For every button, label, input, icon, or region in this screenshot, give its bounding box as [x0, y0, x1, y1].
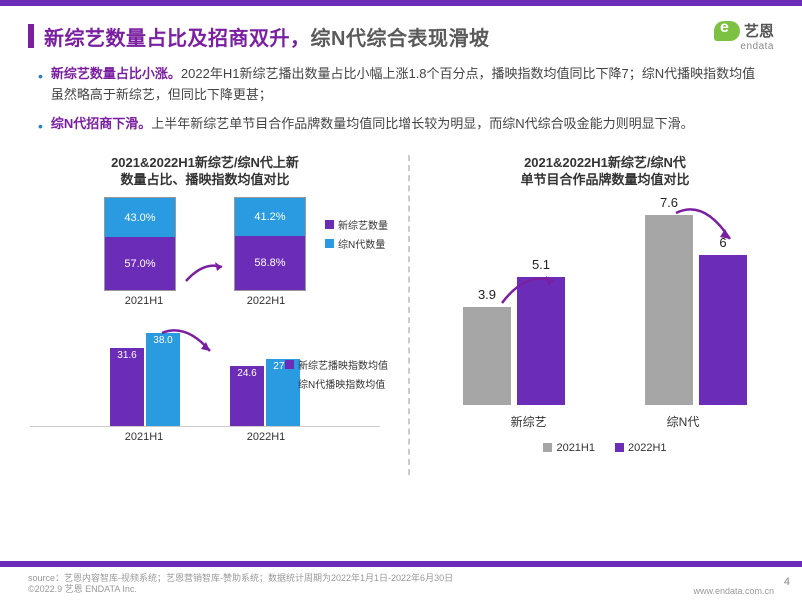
legend-label: 2022H1 [628, 442, 667, 454]
footer-source: source：艺恩内容智库-视频系统；艺恩营销智库-赞助系统；数据统计周期为20… [28, 573, 453, 596]
bar-pair: 3.95.1 [463, 277, 565, 405]
stacked-chart: 43.0%57.0%41.2%58.8% 2021H12022H1 新综艺数量综… [30, 197, 380, 317]
title-gray: 综N代综合表现滑坡 [311, 28, 490, 50]
bar-value: 7.6 [645, 195, 693, 210]
logo: 艺恩 endata [714, 20, 774, 52]
right-bar: 5.1 [517, 277, 565, 405]
bar-value: 6 [699, 235, 747, 250]
legend-label: 综N代数量 [338, 236, 385, 251]
legend-swatch [615, 443, 624, 452]
right-bar: 7.6 [645, 215, 693, 405]
x-label: 2021H1 [108, 431, 180, 443]
legend-label: 综N代播映指数均值 [298, 376, 385, 391]
x-label: 新综艺 [511, 413, 547, 430]
legend-swatch [543, 443, 552, 452]
footer-url: www.endata.com.cn [693, 586, 774, 596]
stacked-bar: 43.0%57.0% [104, 197, 176, 291]
x-label: 2021H1 [108, 295, 180, 307]
bar-value: 24.6 [237, 368, 256, 379]
title-accent [28, 24, 34, 48]
vertical-divider [408, 155, 410, 475]
bullet-body: 上半年新综艺单节目合作品牌数量均值同比增长较为明显，而综N代综合吸金能力则明显下… [151, 116, 693, 131]
stacked-segment: 57.0% [105, 237, 175, 289]
title-purple: 新综艺数量占比及招商双升， [44, 28, 311, 50]
grouped-bar: 24.6 [230, 366, 264, 426]
bullet-highlight: 新综艺数量占比小涨。 [51, 66, 181, 81]
left-column: 2021&2022H1新综艺/综N代上新 数量占比、播映指数均值对比 43.0%… [30, 155, 380, 475]
bar-value: 38.0 [153, 335, 172, 346]
bullet-1: • 新综艺数量占比小涨。2022年H1新综艺播出数量占比小幅上涨1.8个百分点，… [38, 64, 764, 106]
x-label: 2022H1 [230, 295, 302, 307]
right-chart-title: 2021&2022H1新综艺/综N代 单节目合作品牌数量均值对比 [438, 155, 772, 189]
footer: source：艺恩内容智库-视频系统；艺恩营销智库-赞助系统；数据统计周期为20… [0, 561, 802, 602]
x-label: 2022H1 [230, 431, 302, 443]
logo-icon [714, 21, 740, 41]
copyright-text: ©2022.9 艺恩 ENDATA Inc. [28, 584, 453, 596]
grouped-xlabels: 2021H1 2022H1 [30, 431, 380, 443]
legend-item: 新综艺播映指数均值 [285, 357, 388, 372]
bullet-list: • 新综艺数量占比小涨。2022年H1新综艺播出数量占比小幅上涨1.8个百分点，… [0, 60, 802, 155]
source-text: source：艺恩内容智库-视频系统；艺恩营销智库-赞助系统；数据统计周期为20… [28, 573, 453, 585]
legend-label: 2021H1 [556, 442, 595, 454]
bar-value: 3.9 [463, 287, 511, 302]
stacked-bar: 41.2%58.8% [234, 197, 306, 291]
bar-pair: 7.66 [645, 215, 747, 405]
legend-item: 综N代播映指数均值 [285, 376, 388, 391]
legend-swatch [285, 379, 294, 388]
grouped-bar: 38.0 [146, 333, 180, 426]
legend-item: 综N代数量 [325, 236, 388, 251]
stacked-chart-title: 2021&2022H1新综艺/综N代上新 数量占比、播映指数均值对比 [30, 155, 380, 189]
bar-value: 5.1 [517, 257, 565, 272]
bullet-dot: • [38, 65, 43, 106]
logo-cn: 艺恩 [744, 20, 774, 41]
right-chart: 3.95.17.66 新综艺综N代 2021H12022H1 [438, 205, 772, 475]
stacked-legend: 新综艺数量综N代数量 [325, 217, 388, 255]
stacked-xlabels: 2021H1 2022H1 [30, 295, 380, 307]
stacked-segment: 41.2% [235, 198, 305, 236]
bar-value: 31.6 [117, 350, 136, 361]
charts-row: 2021&2022H1新综艺/综N代上新 数量占比、播映指数均值对比 43.0%… [0, 155, 802, 475]
legend-swatch [325, 239, 334, 248]
legend-item: 2021H1 [543, 442, 595, 454]
right-bar: 3.9 [463, 307, 511, 405]
page-title: 新综艺数量占比及招商双升，综N代综合表现滑坡 [44, 22, 489, 51]
right-xlabels: 新综艺 综N代 [438, 413, 772, 430]
legend-swatch [325, 220, 334, 229]
page-number: 4 [784, 576, 790, 588]
right-column: 2021&2022H1新综艺/综N代 单节目合作品牌数量均值对比 3.95.17… [438, 155, 772, 475]
legend-item: 新综艺数量 [325, 217, 388, 232]
legend-label: 新综艺播映指数均值 [298, 357, 388, 372]
logo-en: endata [740, 41, 774, 52]
bullet-2: • 综N代招商下滑。上半年新综艺单节目合作品牌数量均值同比增长较为明显，而综N代… [38, 114, 764, 137]
grouped-chart: 31.638.024.627.1 2021H12022H1 新综艺播映指数均值综… [30, 329, 380, 459]
x-label: 综N代 [667, 413, 700, 430]
header: 新综艺数量占比及招商双升，综N代综合表现滑坡 艺恩 endata [0, 6, 802, 60]
grouped-legend: 新综艺播映指数均值综N代播映指数均值 [285, 357, 388, 395]
legend-swatch [285, 360, 294, 369]
right-legend: 2021H1 2022H1 [438, 442, 772, 458]
stacked-segment: 43.0% [105, 198, 175, 238]
legend-item: 2022H1 [615, 442, 667, 454]
right-bar: 6 [699, 255, 747, 405]
title-wrap: 新综艺数量占比及招商双升，综N代综合表现滑坡 [28, 22, 489, 51]
legend-label: 新综艺数量 [338, 217, 388, 232]
bullet-highlight: 综N代招商下滑。 [51, 116, 151, 131]
bullet-dot: • [38, 115, 43, 137]
right-bars: 3.95.17.66 [438, 205, 772, 405]
logo-top: 艺恩 [714, 20, 774, 41]
grouped-bar: 31.6 [110, 348, 144, 425]
bar-pair: 31.6 38.0 [110, 333, 180, 426]
stacked-segment: 58.8% [235, 236, 305, 290]
